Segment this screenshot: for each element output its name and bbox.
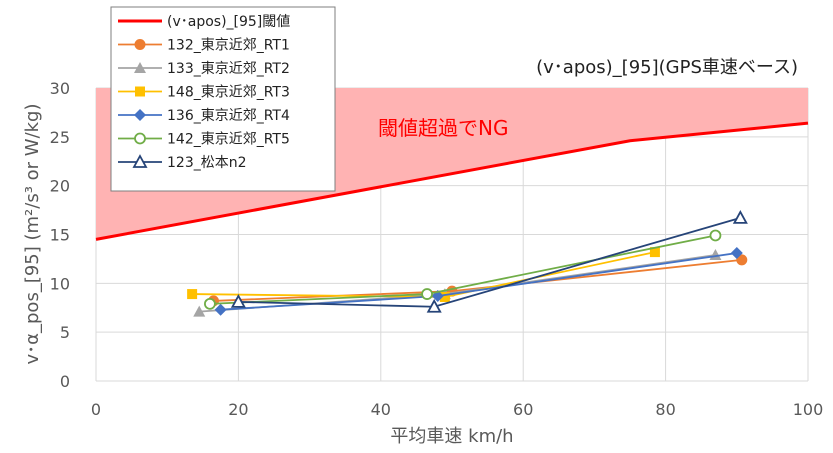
legend-marker-5 bbox=[134, 132, 146, 145]
legend-label-6: 123_松本n2 bbox=[167, 155, 247, 171]
legend-label-3: 148_東京近郊_RT3 bbox=[167, 84, 290, 101]
x-tick-label-60: 60 bbox=[513, 400, 533, 419]
legend-marker-4 bbox=[134, 109, 146, 121]
y-tick-label-5: 5 bbox=[60, 323, 70, 342]
legend-label-1: 132_東京近郊_RT1 bbox=[167, 37, 290, 54]
legend: (v･apos)_[95]閾値 132_東京近郊_RT1 133_東京近郊_RT2 1… bbox=[110, 6, 336, 192]
chart-subtitle: (v･apos)_[95](GPS車速ベース) bbox=[536, 57, 798, 78]
series-5-point-2 bbox=[421, 288, 433, 300]
y-tick-label-30: 30 bbox=[50, 79, 70, 98]
legend-marker-3 bbox=[135, 86, 145, 97]
series-3-point-1 bbox=[187, 289, 198, 300]
series-5-point-3 bbox=[709, 229, 722, 242]
legend-marker-6 bbox=[132, 154, 148, 168]
legend-label-5: 142_東京近郊_RT5 bbox=[167, 131, 290, 148]
series-4-point-3 bbox=[730, 247, 743, 260]
tick-labels: 0 5 10 15 20 25 30 0 20 40 60 80 100 bbox=[50, 79, 824, 419]
x-tick-label-40: 40 bbox=[371, 400, 391, 419]
y-tick-label-0: 0 bbox=[60, 372, 70, 391]
legend-label-2: 133_東京近郊_RT2 bbox=[167, 60, 290, 77]
series-6-point-3 bbox=[732, 210, 748, 224]
y-tick-label-15: 15 bbox=[50, 226, 70, 245]
series-6-point-1 bbox=[230, 294, 246, 308]
y-tick-label-10: 10 bbox=[50, 274, 70, 293]
legend-label-0: (v･apos)_[95]閾値 bbox=[167, 14, 290, 30]
x-axis-title: 平均車速 km/h bbox=[390, 426, 513, 447]
series-5-point-1 bbox=[204, 297, 216, 310]
x-tick-label-80: 80 bbox=[655, 400, 675, 419]
series-3-point-2 bbox=[439, 292, 450, 303]
series-line-4 bbox=[220, 252, 737, 311]
series-1-point-3 bbox=[736, 254, 748, 266]
y-axis-title: v･α_pos_[95] (m²/s³ or W/kg) bbox=[22, 103, 43, 364]
series-3-point-3 bbox=[649, 247, 660, 258]
legend-marker-1 bbox=[134, 39, 146, 50]
x-tick-label-0: 0 bbox=[91, 400, 101, 419]
x-tick-label-20: 20 bbox=[228, 400, 248, 419]
legend-marker-2 bbox=[134, 62, 146, 73]
x-tick-label-100: 100 bbox=[793, 400, 824, 419]
legend-items: (v･apos)_[95]閾値 132_東京近郊_RT1 133_東京近郊_RT2 1… bbox=[118, 14, 290, 171]
threshold-line bbox=[95, 121, 809, 241]
y-tick-label-20: 20 bbox=[50, 177, 70, 196]
series-2-point-1 bbox=[193, 305, 206, 317]
legend-box bbox=[110, 6, 336, 192]
series-4-point-1 bbox=[214, 303, 227, 316]
series-2-point-3 bbox=[709, 249, 722, 261]
legend-label-4: 136_東京近郊_RT4 bbox=[167, 107, 290, 124]
y-tick-label-25: 25 bbox=[50, 128, 70, 147]
series-layer bbox=[95, 121, 809, 317]
series-6-point-2 bbox=[426, 298, 442, 313]
ng-annotation: 閾値超過でNG bbox=[378, 116, 508, 140]
